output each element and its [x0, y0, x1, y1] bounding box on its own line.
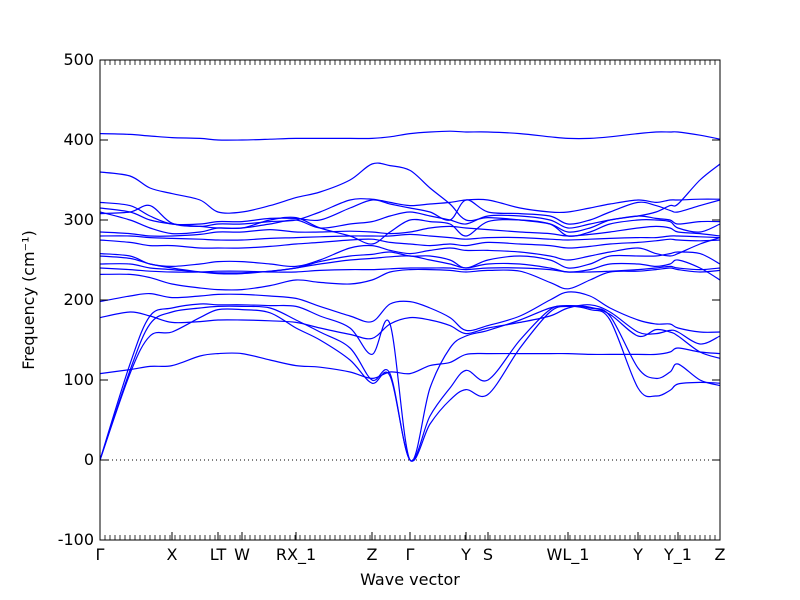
y-tick-label: 300	[63, 210, 94, 229]
x-tick-label: Z	[715, 545, 726, 564]
x-tick-label: Γ	[96, 545, 105, 564]
y-tick-label: 0	[84, 450, 94, 469]
branch-line-11	[99, 237, 721, 268]
branch-line-18	[99, 198, 721, 228]
y-tick-label: 100	[63, 370, 94, 389]
x-tick-label: Y	[460, 545, 471, 564]
x-tick-labels: Γ X LT W RX_1 Z Γ Y S WL_1 Y Y_1 Z	[96, 545, 726, 565]
branch-line-15	[99, 211, 721, 245]
branch-line-2	[99, 305, 721, 462]
branch-line-5	[99, 304, 721, 345]
branch-line-14	[99, 225, 721, 237]
branch-line-20	[99, 130, 721, 141]
y-tick-label: 400	[63, 130, 94, 149]
axis-ticks	[99, 59, 721, 541]
branch-line-7	[99, 267, 721, 291]
branch-line-17	[99, 199, 721, 226]
y-tick-label: 200	[63, 290, 94, 309]
dispersion-branches	[99, 130, 721, 462]
branch-line-3	[99, 347, 721, 380]
branch-line-1	[99, 305, 721, 462]
y-tick-label: 500	[63, 50, 94, 69]
branch-line-10	[99, 251, 721, 275]
branch-line-16	[99, 207, 721, 229]
y-tick-labels: -100 0 100 200 300 400 500	[58, 50, 94, 549]
x-axis-label: Wave vector	[360, 570, 460, 589]
branch-line-4	[99, 303, 721, 462]
x-tick-label: W	[234, 545, 250, 564]
x-tick-label: LT	[210, 545, 227, 564]
y-tick-label: -100	[58, 530, 94, 549]
x-tick-label: S	[483, 545, 493, 564]
x-tick-label: Γ	[406, 545, 415, 564]
branch-line-6	[99, 291, 721, 333]
x-tick-label: Z	[367, 545, 378, 564]
x-tick-label: Y	[632, 545, 643, 564]
x-tick-label: Y_1	[663, 545, 692, 565]
branch-line-12	[99, 238, 721, 249]
branch-line-13	[99, 233, 721, 241]
branch-line-8	[99, 265, 721, 273]
branch-line-19	[99, 162, 721, 233]
x-tick-label: RX_1	[276, 545, 316, 565]
x-tick-label: X	[167, 545, 178, 564]
x-tick-label: WL_1	[547, 545, 590, 565]
y-axis-label: Frequency (cm⁻¹)	[19, 230, 38, 369]
